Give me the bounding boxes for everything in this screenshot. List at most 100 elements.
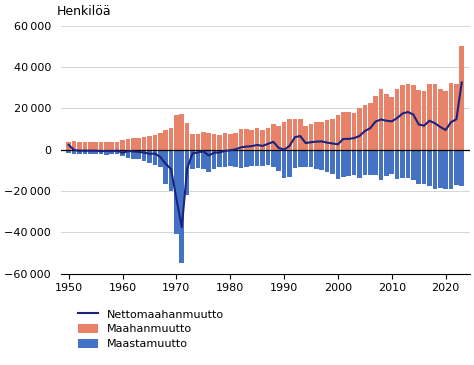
Bar: [363, 105, 367, 150]
Bar: [223, 133, 227, 150]
Bar: [131, 150, 136, 159]
Legend: Nettomaahanmuutto, Maahanmuutto, Maastamuutto: Nettomaahanmuutto, Maahanmuutto, Maastam…: [79, 309, 225, 349]
Bar: [309, 150, 313, 168]
Nettomaahanmuutto: [427, 119, 432, 123]
Bar: [126, 150, 130, 158]
Nettomaahanmuutto: [201, 149, 206, 154]
Bar: [190, 134, 195, 150]
Bar: [109, 150, 114, 154]
Bar: [400, 150, 405, 178]
Bar: [368, 150, 373, 175]
Bar: [217, 150, 222, 168]
Bar: [212, 150, 216, 169]
Bar: [185, 150, 190, 195]
Bar: [153, 150, 157, 165]
Bar: [265, 150, 270, 165]
Bar: [217, 135, 222, 150]
Bar: [330, 119, 335, 150]
Bar: [309, 124, 313, 150]
Bar: [249, 130, 254, 150]
Bar: [346, 112, 351, 150]
Bar: [201, 150, 206, 169]
Bar: [400, 85, 405, 150]
Bar: [249, 150, 254, 166]
Bar: [77, 142, 82, 150]
Nettomaahanmuutto: [292, 135, 298, 139]
Bar: [82, 150, 87, 154]
Nettomaahanmuutto: [146, 151, 152, 156]
Bar: [336, 150, 340, 179]
Bar: [374, 96, 378, 150]
Bar: [271, 150, 275, 167]
Bar: [325, 150, 329, 172]
Bar: [206, 133, 211, 150]
Bar: [206, 150, 211, 172]
Bar: [352, 150, 356, 175]
Nettomaahanmuutto: [152, 151, 158, 156]
Bar: [196, 134, 200, 150]
Bar: [357, 108, 362, 150]
Bar: [147, 150, 152, 163]
Bar: [66, 150, 71, 153]
Bar: [298, 150, 302, 167]
Bar: [164, 150, 168, 184]
Bar: [390, 150, 394, 174]
Bar: [454, 84, 459, 150]
Bar: [319, 122, 324, 150]
Bar: [292, 150, 297, 168]
Bar: [137, 150, 141, 160]
Bar: [287, 119, 292, 150]
Bar: [427, 150, 432, 186]
Bar: [255, 128, 259, 150]
Bar: [120, 141, 125, 150]
Bar: [164, 130, 168, 150]
Bar: [153, 135, 157, 150]
Bar: [433, 84, 437, 150]
Bar: [77, 150, 82, 154]
Bar: [416, 90, 421, 150]
Bar: [239, 129, 243, 150]
Bar: [88, 150, 92, 154]
Bar: [228, 134, 233, 150]
Bar: [174, 115, 179, 150]
Bar: [276, 126, 281, 150]
Bar: [196, 150, 200, 168]
Bar: [438, 89, 443, 150]
Bar: [158, 150, 163, 167]
Bar: [374, 150, 378, 175]
Bar: [66, 142, 71, 150]
Bar: [422, 91, 426, 150]
Bar: [287, 150, 292, 177]
Bar: [276, 150, 281, 172]
Bar: [180, 114, 184, 150]
Bar: [282, 122, 286, 150]
Bar: [379, 89, 383, 150]
Bar: [93, 150, 98, 154]
Bar: [459, 150, 464, 186]
Bar: [93, 142, 98, 150]
Bar: [169, 150, 173, 191]
Bar: [147, 136, 152, 150]
Bar: [72, 150, 76, 154]
Bar: [427, 84, 432, 150]
Bar: [126, 139, 130, 150]
Bar: [158, 133, 163, 150]
Bar: [341, 112, 346, 150]
Bar: [137, 138, 141, 150]
Bar: [233, 133, 238, 150]
Bar: [265, 128, 270, 150]
Bar: [282, 150, 286, 178]
Bar: [142, 150, 146, 161]
Bar: [384, 95, 389, 150]
Bar: [379, 150, 383, 180]
Bar: [99, 142, 103, 150]
Bar: [190, 150, 195, 169]
Bar: [406, 84, 410, 150]
Bar: [422, 150, 426, 184]
Nettomaahanmuutto: [287, 144, 292, 148]
Bar: [180, 150, 184, 262]
Bar: [104, 150, 109, 155]
Bar: [292, 119, 297, 150]
Bar: [443, 150, 448, 189]
Bar: [357, 150, 362, 178]
